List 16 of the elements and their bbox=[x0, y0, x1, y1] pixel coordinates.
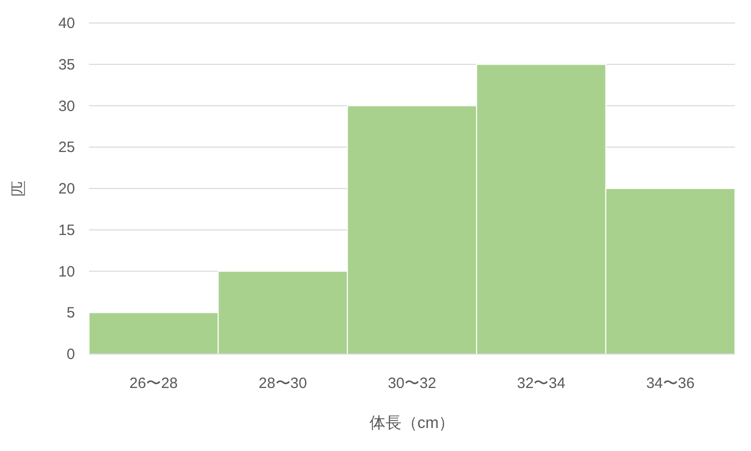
y-tick-label: 20 bbox=[58, 180, 75, 198]
y-tick-label: 0 bbox=[66, 346, 75, 363]
x-axis-title: 体長（cm） bbox=[369, 415, 455, 432]
y-tick-label: 40 bbox=[58, 15, 75, 32]
x-tick-label: 30〜32 bbox=[388, 375, 436, 392]
y-tick-label: 15 bbox=[58, 222, 75, 239]
y-tick-label: 25 bbox=[58, 139, 75, 156]
x-tick-label: 32〜34 bbox=[517, 375, 566, 392]
y-tick-label: 5 bbox=[66, 304, 75, 322]
y-tick-label: 30 bbox=[58, 98, 75, 115]
x-tick-label: 34〜36 bbox=[646, 375, 695, 392]
x-tick-label: 26〜28 bbox=[129, 375, 178, 392]
y-tick-label: 10 bbox=[58, 263, 75, 280]
y-tick-label: 35 bbox=[58, 56, 75, 74]
x-tick-label: 28〜30 bbox=[258, 375, 307, 392]
y-axis-title: 匹 bbox=[11, 180, 28, 196]
